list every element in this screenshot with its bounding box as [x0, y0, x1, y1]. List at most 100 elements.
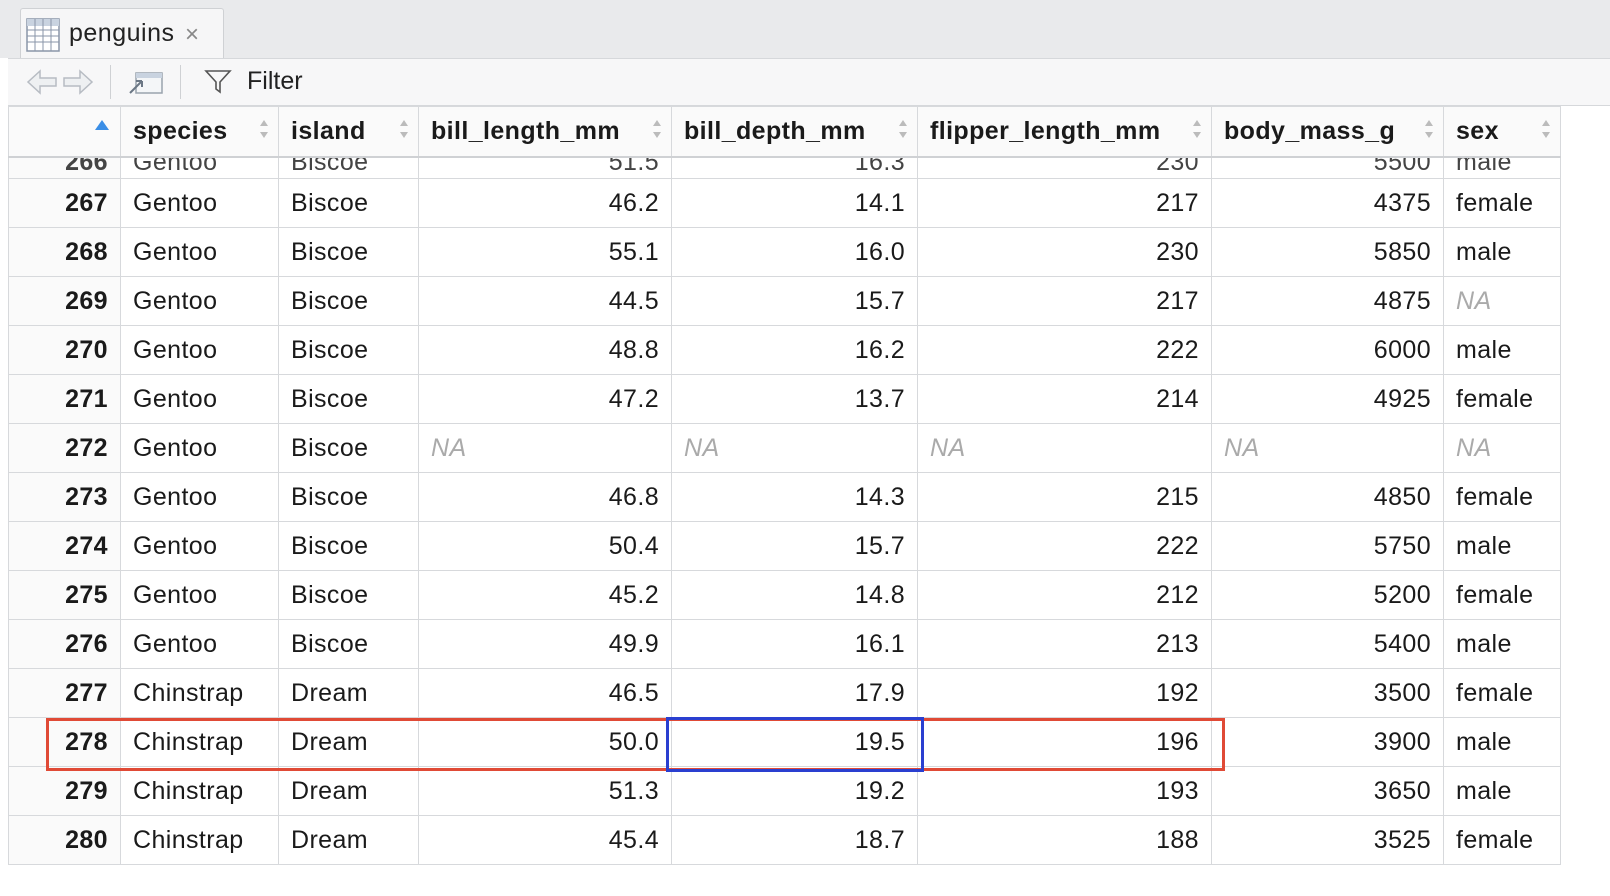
table-cell[interactable]: 44.5 — [418, 276, 672, 326]
table-cell[interactable]: 5750 — [1211, 521, 1444, 571]
table-row-partial[interactable]: 266 Gentoo Biscoe 51.5 16.3 230 5500 male — [8, 156, 1561, 179]
table-cell[interactable]: NA — [1443, 276, 1561, 326]
table-cell[interactable]: 196 — [917, 717, 1212, 767]
table-cell[interactable]: Dream — [278, 717, 419, 767]
table-cell[interactable]: 193 — [917, 766, 1212, 816]
sort-icon[interactable] — [398, 117, 410, 141]
table-row[interactable]: 270 Gentoo Biscoe 48.8 16.2 222 6000 male — [8, 325, 1561, 375]
column-header-sex[interactable]: sex — [1443, 106, 1561, 158]
table-cell[interactable]: male — [1443, 227, 1561, 277]
table-cell[interactable]: 188 — [917, 815, 1212, 865]
table-cell[interactable]: 16.3 — [671, 156, 918, 179]
table-row[interactable]: 268 Gentoo Biscoe 55.1 16.0 230 5850 male — [8, 227, 1561, 277]
table-cell[interactable]: 222 — [917, 521, 1212, 571]
table-cell[interactable]: 16.0 — [671, 227, 918, 277]
table-row[interactable]: 280 Chinstrap Dream 45.4 18.7 188 3525 female — [8, 815, 1561, 865]
sort-icon[interactable] — [1423, 117, 1435, 141]
table-cell[interactable]: 51.5 — [418, 156, 672, 179]
table-cell[interactable]: female — [1443, 178, 1561, 228]
table-cell[interactable]: female — [1443, 815, 1561, 865]
table-row[interactable]: 272 Gentoo Biscoe NA NA NA NA NA — [8, 423, 1561, 473]
table-cell[interactable]: 3650 — [1211, 766, 1444, 816]
table-row[interactable]: 277 Chinstrap Dream 46.5 17.9 192 3500 female — [8, 668, 1561, 718]
sort-icon[interactable] — [258, 117, 270, 141]
table-cell[interactable]: 48.8 — [418, 325, 672, 375]
table-cell[interactable]: 215 — [917, 472, 1212, 522]
table-cell[interactable]: 6000 — [1211, 325, 1444, 375]
table-cell[interactable]: 3525 — [1211, 815, 1444, 865]
table-cell[interactable]: Gentoo — [120, 276, 279, 326]
sort-icon[interactable] — [1191, 117, 1203, 141]
table-row[interactable]: 276 Gentoo Biscoe 49.9 16.1 213 5400 male — [8, 619, 1561, 669]
table-cell[interactable]: 15.7 — [671, 521, 918, 571]
table-cell[interactable]: Gentoo — [120, 227, 279, 277]
sort-icon[interactable] — [1540, 117, 1552, 141]
table-cell[interactable]: male — [1443, 156, 1561, 179]
table-cell[interactable]: Biscoe — [278, 374, 419, 424]
table-cell[interactable]: Biscoe — [278, 521, 419, 571]
table-cell[interactable]: Biscoe — [278, 423, 419, 473]
table-cell[interactable]: 230 — [917, 156, 1212, 179]
table-cell[interactable]: 4925 — [1211, 374, 1444, 424]
table-cell[interactable]: 18.7 — [671, 815, 918, 865]
table-cell[interactable]: Biscoe — [278, 227, 419, 277]
table-cell[interactable]: male — [1443, 521, 1561, 571]
table-cell[interactable]: 5850 — [1211, 227, 1444, 277]
table-cell[interactable]: 55.1 — [418, 227, 672, 277]
column-header-flipper-length[interactable]: flipper_length_mm — [917, 106, 1212, 158]
table-row[interactable]: 271 Gentoo Biscoe 47.2 13.7 214 4925 female — [8, 374, 1561, 424]
table-cell[interactable]: 16.1 — [671, 619, 918, 669]
table-cell[interactable]: 50.0 — [418, 717, 672, 767]
table-cell[interactable]: NA — [418, 423, 672, 473]
table-cell[interactable]: 4375 — [1211, 178, 1444, 228]
table-cell[interactable]: Biscoe — [278, 276, 419, 326]
table-cell[interactable]: 214 — [917, 374, 1212, 424]
column-header-rownum[interactable] — [8, 106, 121, 158]
sort-icon[interactable] — [651, 117, 663, 141]
table-cell[interactable]: Chinstrap — [120, 815, 279, 865]
table-cell[interactable]: Dream — [278, 766, 419, 816]
table-cell[interactable]: 14.3 — [671, 472, 918, 522]
table-cell[interactable]: 45.2 — [418, 570, 672, 620]
table-cell[interactable]: 19.5 — [671, 717, 918, 767]
table-cell[interactable]: 17.9 — [671, 668, 918, 718]
table-cell[interactable]: 45.4 — [418, 815, 672, 865]
table-cell[interactable]: Gentoo — [120, 472, 279, 522]
table-cell[interactable]: 16.2 — [671, 325, 918, 375]
table-cell[interactable]: Gentoo — [120, 325, 279, 375]
table-cell[interactable]: 50.4 — [418, 521, 672, 571]
table-cell[interactable]: Gentoo — [120, 156, 279, 179]
table-cell[interactable]: Biscoe — [278, 570, 419, 620]
table-row[interactable]: 273 Gentoo Biscoe 46.8 14.3 215 4850 female — [8, 472, 1561, 522]
back-arrow-icon[interactable] — [26, 67, 58, 97]
table-cell[interactable]: 5500 — [1211, 156, 1444, 179]
table-cell[interactable]: Biscoe — [278, 325, 419, 375]
table-row[interactable]: 267 Gentoo Biscoe 46.2 14.1 217 4375 female — [8, 178, 1561, 228]
table-cell[interactable]: 47.2 — [418, 374, 672, 424]
table-cell[interactable]: Gentoo — [120, 374, 279, 424]
table-cell[interactable]: NA — [917, 423, 1212, 473]
table-row[interactable]: 279 Chinstrap Dream 51.3 19.2 193 3650 male — [8, 766, 1561, 816]
table-cell[interactable]: NA — [671, 423, 918, 473]
table-cell[interactable]: 3500 — [1211, 668, 1444, 718]
table-cell[interactable]: 19.2 — [671, 766, 918, 816]
table-cell[interactable]: Chinstrap — [120, 717, 279, 767]
column-header-species[interactable]: species — [120, 106, 279, 158]
table-cell[interactable]: male — [1443, 619, 1561, 669]
table-cell[interactable]: Dream — [278, 668, 419, 718]
table-cell[interactable]: male — [1443, 717, 1561, 767]
table-cell[interactable]: Biscoe — [278, 156, 419, 179]
table-cell[interactable]: 4850 — [1211, 472, 1444, 522]
close-icon[interactable]: × — [185, 21, 200, 48]
table-cell[interactable]: 46.8 — [418, 472, 672, 522]
table-cell[interactable]: Biscoe — [278, 472, 419, 522]
table-cell[interactable]: Gentoo — [120, 570, 279, 620]
table-cell[interactable]: 14.8 — [671, 570, 918, 620]
table-cell[interactable]: 230 — [917, 227, 1212, 277]
table-cell[interactable]: 5200 — [1211, 570, 1444, 620]
sort-icon[interactable] — [897, 117, 909, 141]
filter-icon[interactable] — [204, 69, 232, 95]
table-cell[interactable]: 5400 — [1211, 619, 1444, 669]
table-cell[interactable]: Dream — [278, 815, 419, 865]
table-cell[interactable]: male — [1443, 325, 1561, 375]
